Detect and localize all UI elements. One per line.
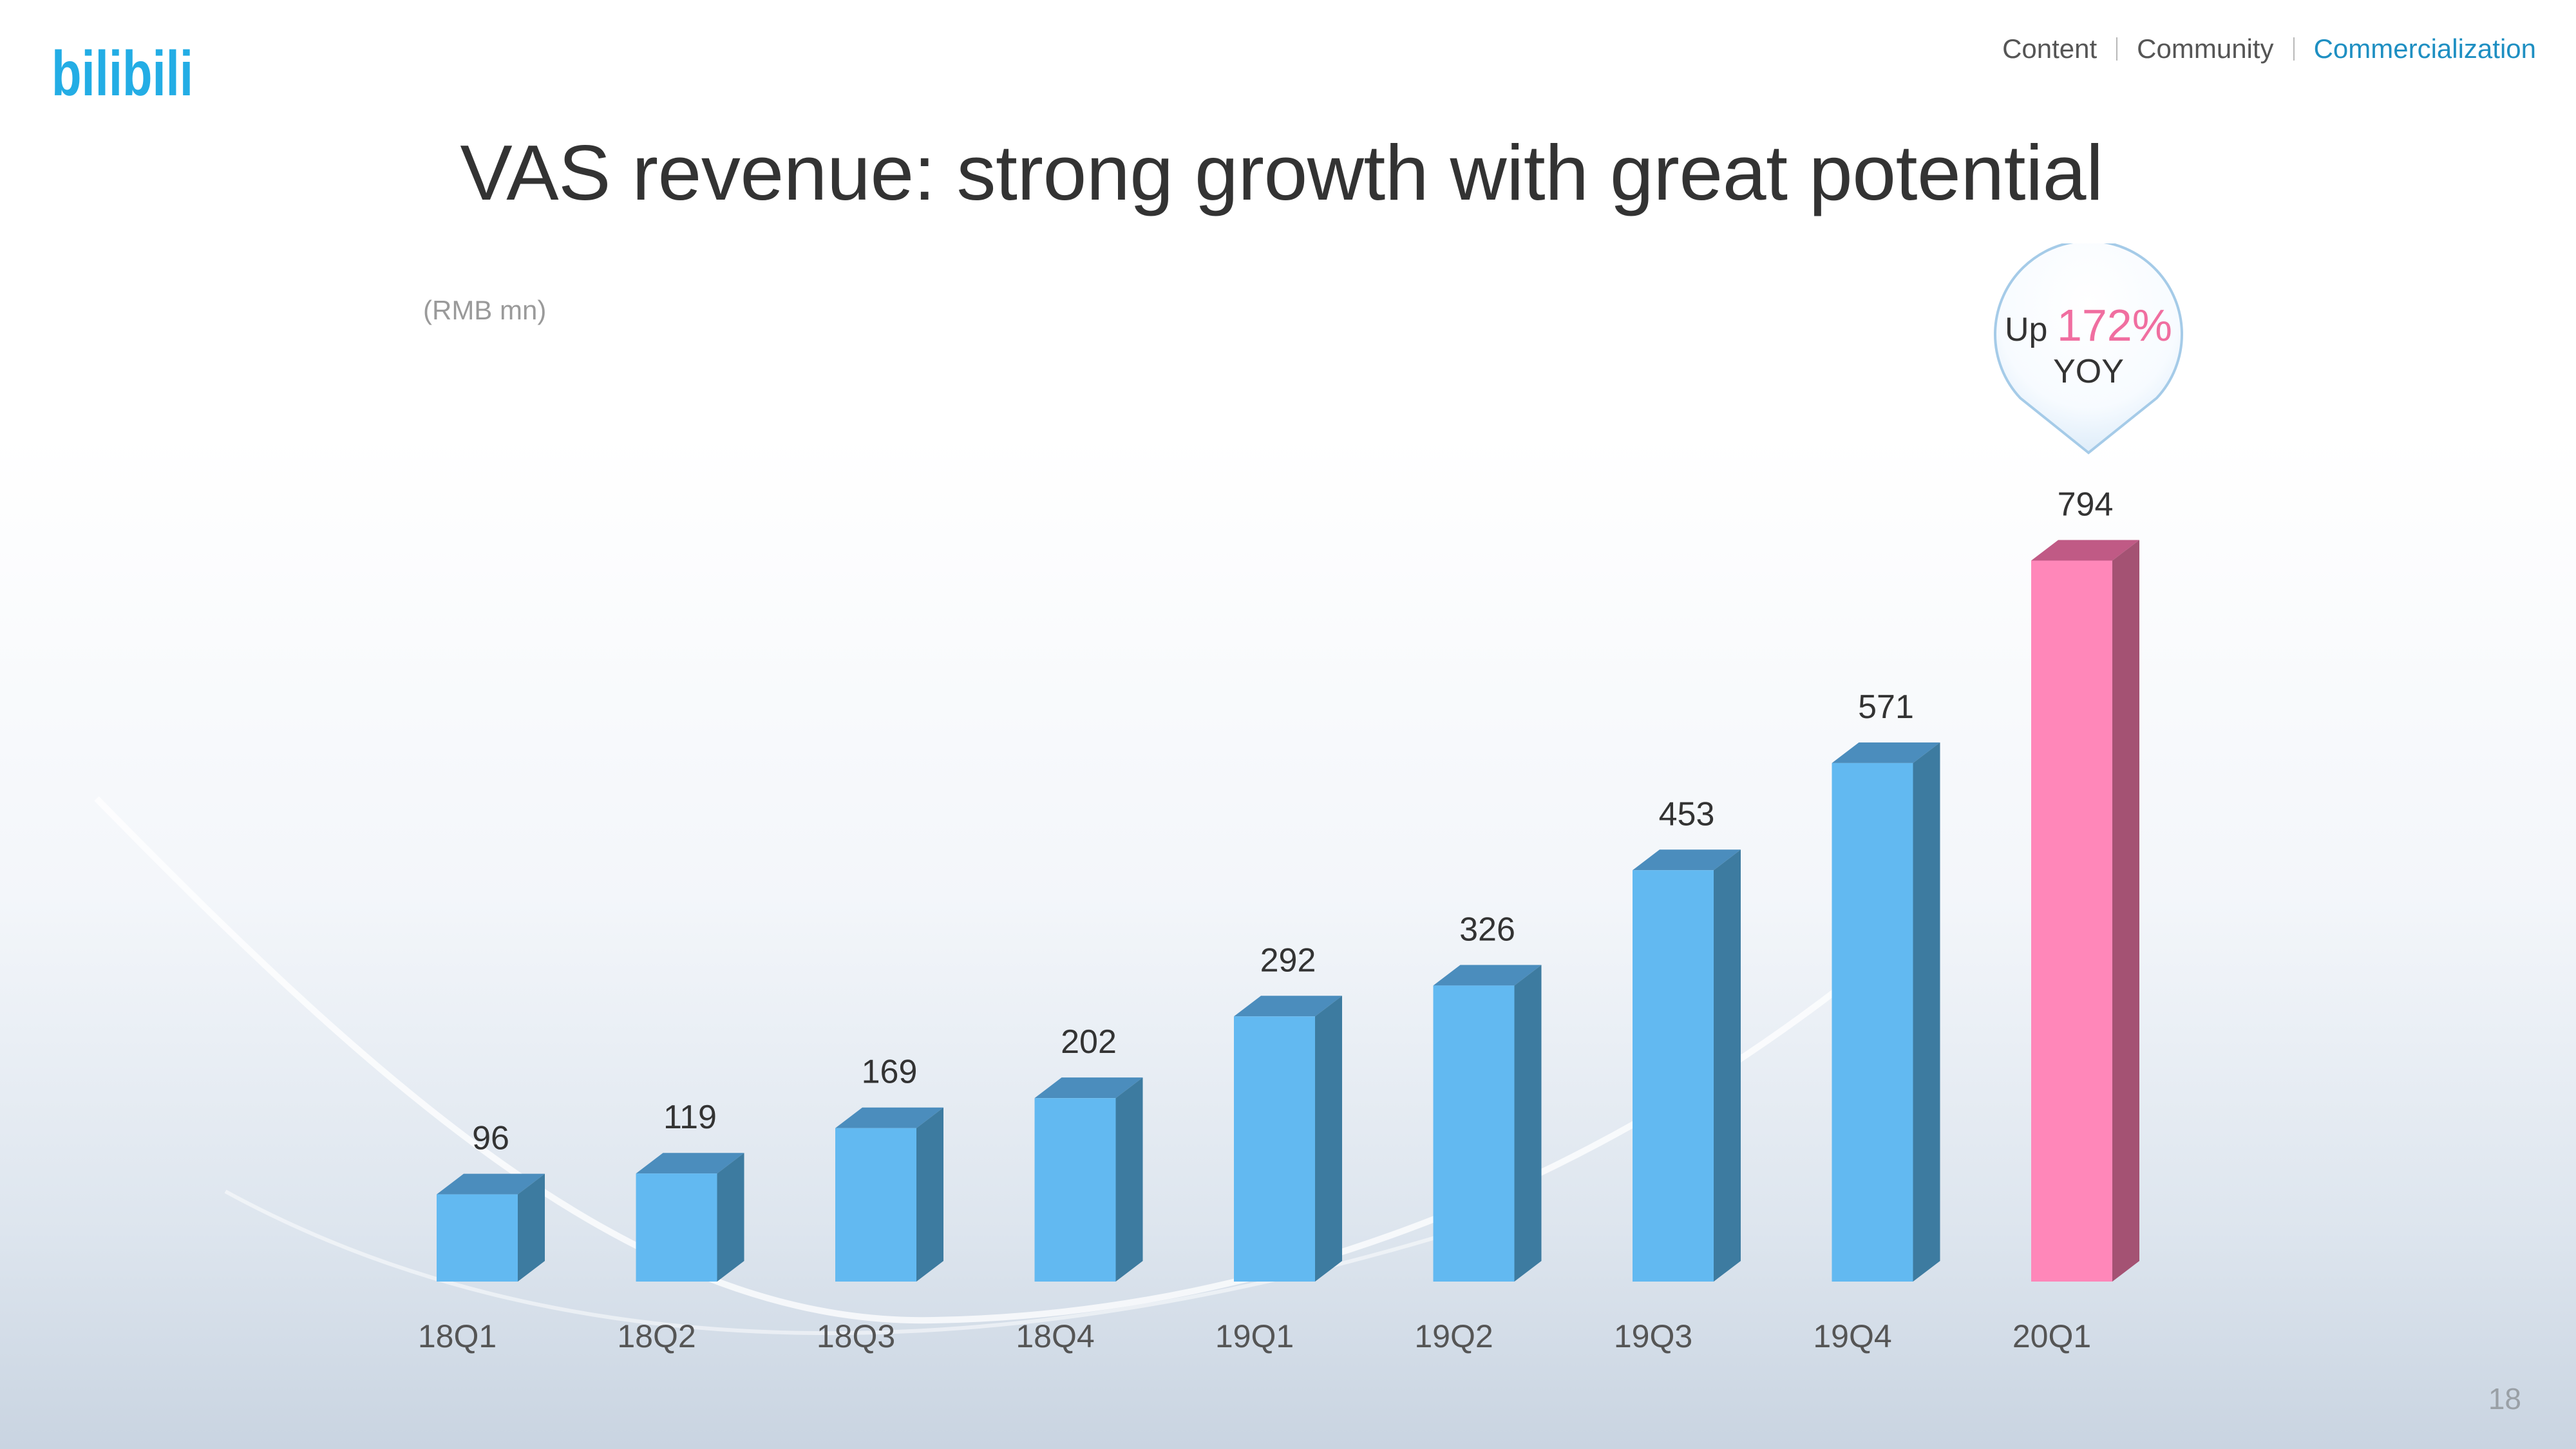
- callout-growth-value: 172%: [2056, 300, 2172, 350]
- page-number: 18: [2488, 1382, 2521, 1416]
- x-tick-18Q3: 18Q3: [817, 1318, 895, 1354]
- svg-text:bilibili: bilibili: [52, 38, 193, 108]
- bar-18Q4: [1034, 1098, 1116, 1282]
- callout-prefix: Up: [2005, 311, 2048, 348]
- bar-side-18Q3: [916, 1107, 943, 1282]
- data-label-18Q3: 169: [862, 1054, 918, 1091]
- bar-top-18Q2: [636, 1153, 744, 1174]
- x-tick-19Q3: 19Q3: [1614, 1318, 1692, 1354]
- callout-suffix: YOY: [2053, 353, 2124, 390]
- callout-bubble: [1994, 243, 2183, 455]
- unit-label: (RMB mn): [423, 295, 547, 325]
- bar-top-19Q4: [1832, 742, 1940, 763]
- bar-top-19Q2: [1433, 965, 1542, 986]
- x-tick-18Q1: 18Q1: [418, 1318, 497, 1354]
- data-label-18Q4: 202: [1061, 1023, 1117, 1061]
- bar-top-18Q4: [1034, 1077, 1143, 1099]
- bar-top-19Q1: [1234, 996, 1342, 1017]
- nav-item-commercialization[interactable]: Commercialization: [2313, 33, 2536, 64]
- bilibili-logo: bilibili: [52, 38, 193, 108]
- bar-19Q3: [1633, 870, 1714, 1282]
- bar-side-19Q3: [1714, 849, 1741, 1282]
- bar-side-18Q2: [717, 1153, 744, 1282]
- bar-side-19Q1: [1315, 996, 1342, 1282]
- bar-side-20Q1: [2112, 540, 2139, 1282]
- bar-18Q1: [437, 1194, 518, 1282]
- page-title: VAS revenue: strong growth with great po…: [460, 129, 2103, 216]
- data-label-20Q1: 794: [2058, 486, 2114, 523]
- x-tick-19Q1: 19Q1: [1215, 1318, 1294, 1354]
- bar-top-20Q1: [2031, 540, 2139, 561]
- bar-20Q1: [2031, 560, 2112, 1282]
- bar-19Q1: [1234, 1016, 1315, 1282]
- bar-side-19Q4: [1913, 742, 1940, 1282]
- bar-18Q3: [835, 1128, 916, 1282]
- nav-item-content[interactable]: Content: [2002, 33, 2098, 64]
- bar-side-18Q4: [1115, 1077, 1143, 1282]
- x-tick-20Q1: 20Q1: [2012, 1318, 2091, 1354]
- data-label-18Q2: 119: [663, 1099, 717, 1136]
- x-tick-19Q4: 19Q4: [1813, 1318, 1891, 1354]
- x-tick-18Q4: 18Q4: [1016, 1318, 1094, 1354]
- bar-side-18Q1: [518, 1173, 545, 1282]
- data-label-18Q1: 96: [472, 1120, 509, 1157]
- bar-side-19Q2: [1514, 965, 1542, 1282]
- data-label-19Q1: 292: [1260, 942, 1316, 979]
- bar-19Q2: [1433, 985, 1515, 1282]
- nav-divider: [2293, 37, 2295, 61]
- data-label-19Q3: 453: [1659, 795, 1715, 833]
- data-label-19Q2: 326: [1459, 911, 1515, 948]
- nav-divider: [2116, 37, 2118, 61]
- bar-top-18Q3: [835, 1107, 943, 1128]
- top-nav: Content Community Commercialization: [2002, 33, 2536, 64]
- data-label-19Q4: 571: [1858, 688, 1914, 726]
- x-tick-18Q2: 18Q2: [617, 1318, 696, 1354]
- callout-text: Up 172% YOY: [1993, 299, 2184, 391]
- bar-18Q2: [636, 1173, 717, 1282]
- x-tick-19Q2: 19Q2: [1414, 1318, 1493, 1354]
- bar-top-18Q1: [437, 1173, 545, 1195]
- bar-top-19Q3: [1633, 849, 1741, 871]
- bar-19Q4: [1832, 762, 1913, 1282]
- nav-item-community[interactable]: Community: [2137, 33, 2274, 64]
